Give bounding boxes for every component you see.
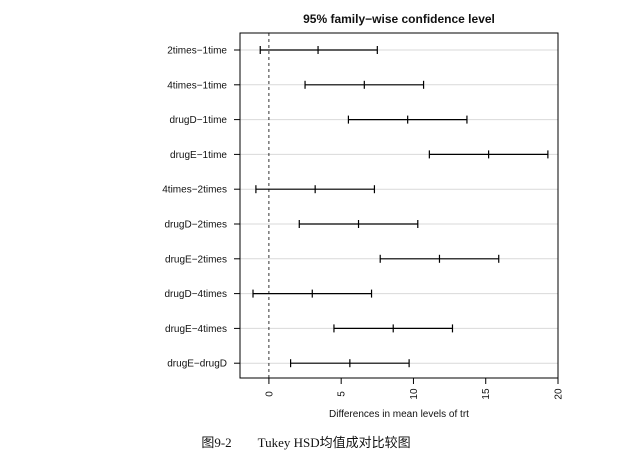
x-tick-label: 15 xyxy=(481,388,492,400)
x-axis-label: Differences in mean levels of trt xyxy=(329,409,469,420)
x-tick-label: 0 xyxy=(264,391,275,397)
x-tick-label: 5 xyxy=(337,391,348,397)
chart-title: 95% family−wise confidence level xyxy=(303,12,495,26)
y-tick-label: drugE−4times xyxy=(165,324,227,335)
y-tick-label: drugD−4times xyxy=(164,289,227,300)
ci-row xyxy=(259,46,378,54)
ci-row xyxy=(428,150,549,159)
figure-caption: 图9-2 Tukey HSD均值成对比较图 xyxy=(201,435,410,450)
y-tick-label: drugE−2times xyxy=(165,254,227,265)
confidence-intervals xyxy=(252,46,549,368)
y-tick-labels: 2times−1time 4times−1time drugD−1time drugE… xyxy=(162,46,240,370)
ci-row xyxy=(289,359,410,368)
ci-row xyxy=(252,289,373,298)
plot-frame xyxy=(239,32,559,379)
y-tick-label: drugE−drugD xyxy=(167,359,227,370)
y-tick-label: drugD−1time xyxy=(169,115,227,126)
y-tick-label: drugE−1time xyxy=(170,150,227,161)
y-tick-label: drugD−2times xyxy=(164,220,227,231)
x-tick-label: 20 xyxy=(554,388,565,400)
y-tick-label: 4times−2times xyxy=(162,185,227,196)
y-tick-label: 2times−1time xyxy=(167,46,227,57)
ci-row xyxy=(255,185,376,194)
ci-row xyxy=(379,254,500,263)
ci-row xyxy=(347,115,468,124)
ci-row xyxy=(304,80,425,89)
ci-row xyxy=(333,324,454,333)
x-tick-label: 10 xyxy=(409,388,420,400)
ci-row xyxy=(298,220,419,228)
grid-lines xyxy=(240,49,558,364)
x-axis-ticks: 0 5 10 15 20 xyxy=(264,378,565,400)
y-tick-label: 4times−1time xyxy=(167,80,227,91)
